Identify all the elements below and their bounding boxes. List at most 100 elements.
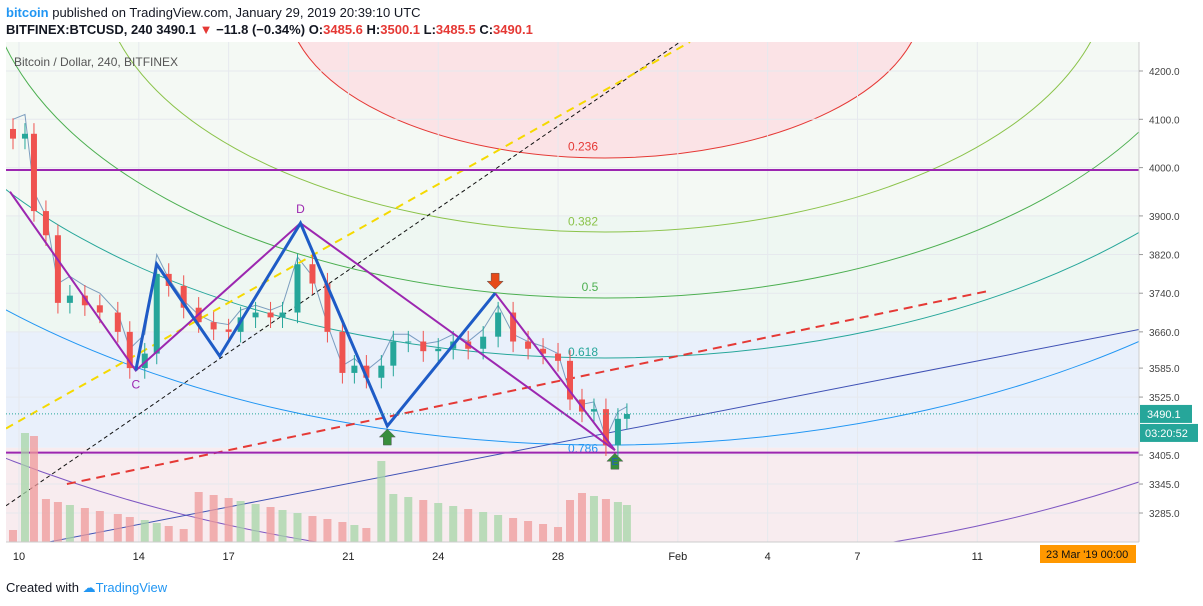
volume-bar [338, 522, 347, 542]
candle-body[interactable] [339, 331, 346, 373]
candle-body[interactable] [351, 365, 358, 373]
candle-body[interactable] [294, 264, 301, 313]
candles[interactable] [9, 118, 630, 457]
candle-body[interactable] [114, 312, 121, 332]
candle-body[interactable] [42, 211, 49, 236]
candle-body[interactable] [590, 409, 597, 412]
sell-arrow-icon[interactable] [486, 272, 504, 290]
tradingview-brand[interactable]: TradingView [95, 580, 168, 595]
candle-body[interactable] [267, 312, 274, 318]
candle-body[interactable] [237, 317, 244, 332]
volume-bar [577, 493, 586, 542]
price-change: −11.8 (−0.34%) [216, 22, 306, 37]
candle-body[interactable] [363, 365, 370, 378]
volume-bar [80, 508, 89, 542]
open-label: O: [308, 22, 324, 37]
pattern-label-c: C [131, 378, 140, 392]
author-link[interactable]: bitcoin [6, 5, 49, 20]
pattern-zigzag[interactable] [134, 219, 497, 429]
candle-body[interactable] [405, 341, 412, 343]
candle-body[interactable] [555, 353, 562, 361]
volume-bar [41, 499, 50, 542]
candle-body[interactable] [66, 295, 73, 303]
y-tick-label: 3405.0 [1149, 451, 1180, 462]
candle-body[interactable] [540, 348, 547, 354]
candle-body[interactable] [225, 329, 232, 332]
candle-body[interactable] [21, 133, 28, 139]
candle-body[interactable] [9, 128, 16, 139]
y-tick-label: 3900.0 [1149, 212, 1180, 223]
symbol-name: BITFINEX:BTCUSD, 240 [6, 22, 153, 37]
volume-bar [479, 512, 488, 542]
fib-arc-0 [118, 42, 1092, 233]
volume-bar [20, 433, 29, 542]
volume-bar [419, 500, 428, 542]
candle-body[interactable] [180, 285, 187, 308]
candle-body[interactable] [614, 418, 621, 446]
y-tick-label: 3285.0 [1149, 509, 1180, 520]
candle-body[interactable] [602, 409, 609, 446]
trend-line-black-dashed[interactable] [6, 42, 681, 507]
symbol-line: BITFINEX:BTCUSD, 240 3490.1 ▼ −11.8 (−0.… [6, 22, 533, 38]
last-price-badge[interactable] [1140, 404, 1192, 423]
volume-bar [589, 496, 598, 542]
close-label: C: [479, 22, 494, 37]
candle-body[interactable] [126, 331, 133, 369]
x-tick-label: 17 [222, 551, 234, 563]
candle-body[interactable] [210, 322, 217, 330]
zone-green [6, 215, 1139, 332]
volume-bar [209, 495, 218, 542]
candle-body[interactable] [153, 273, 160, 354]
candle-body[interactable] [279, 312, 286, 318]
candle-body[interactable] [623, 413, 630, 419]
candle-body[interactable] [567, 360, 574, 400]
buy-arrow-icon-2[interactable] [606, 452, 624, 470]
volume-bar [164, 526, 173, 542]
candle-body[interactable] [435, 348, 442, 352]
volume-bar [323, 519, 332, 542]
candle-body[interactable] [252, 312, 259, 318]
buy-arrow-icon[interactable] [378, 428, 396, 446]
harmonic-pattern[interactable]: C D E [6, 191, 1139, 470]
candle-body[interactable] [480, 336, 487, 349]
tradingview-logo-icon[interactable]: ☁ [82, 580, 96, 595]
candle-body[interactable] [420, 341, 427, 352]
volume-bar [95, 511, 104, 542]
volume-bar [622, 505, 631, 542]
created-with: Created with [6, 580, 79, 595]
y-tick-label: 3525.0 [1149, 393, 1180, 404]
x-tick-label: 4 [765, 551, 771, 563]
low-label: L: [423, 22, 436, 37]
footer: Created with ☁TradingView [6, 580, 167, 596]
volume-bar [434, 503, 443, 542]
axes[interactable]: 4200.0 4100.0 4000.0 3900.0 3820.0 3740.0 3660… [6, 42, 1198, 563]
x-tick-label: 21 [342, 551, 354, 563]
volume-bar [350, 525, 359, 542]
candle-body[interactable] [390, 341, 397, 366]
volume-bar [125, 517, 134, 542]
y-tick-label: 3585.0 [1149, 364, 1180, 375]
candle-body[interactable] [54, 235, 61, 303]
y-tick-label: 3345.0 [1149, 480, 1180, 491]
volume-bar [362, 528, 371, 542]
last-price-label: 3490.1 [1147, 409, 1181, 421]
volume-bar [224, 498, 233, 542]
candle-body[interactable] [525, 341, 532, 349]
last-price: 3490.1 [156, 22, 197, 37]
candle-body[interactable] [309, 264, 316, 284]
candle-body[interactable] [324, 283, 331, 332]
candle-body[interactable] [141, 353, 148, 369]
candle-body[interactable] [510, 312, 517, 342]
candle-body[interactable] [378, 365, 385, 378]
candle-body[interactable] [96, 305, 103, 313]
candle-body[interactable] [495, 312, 502, 337]
candle-body[interactable] [30, 133, 37, 212]
volume-bar [308, 516, 317, 542]
chart-title: Bitcoin / Dollar, 240, BITFINEX [14, 55, 178, 69]
volume-bar [377, 461, 386, 542]
date-marker-badge[interactable] [1040, 545, 1136, 563]
trend-line-yellow-dashed[interactable] [6, 42, 691, 430]
candle-body[interactable] [81, 295, 88, 306]
y-tick-label: 3740.0 [1149, 289, 1180, 300]
